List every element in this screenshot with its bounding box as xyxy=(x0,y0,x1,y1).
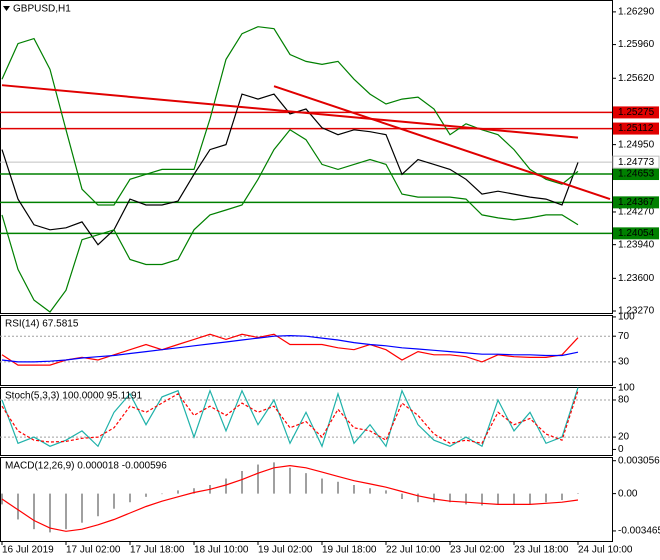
histogram-bar xyxy=(97,493,99,517)
y-tick-label: 1.25960 xyxy=(618,39,655,50)
symbol-icon xyxy=(3,6,10,11)
histogram-bar xyxy=(449,493,451,503)
series-line xyxy=(1,334,579,363)
series-line xyxy=(1,333,579,366)
y-tick-label: 1.23600 xyxy=(618,273,655,284)
histogram-bar xyxy=(273,462,275,494)
level-label: 1.24653 xyxy=(618,169,655,180)
level-label-box xyxy=(613,168,659,181)
y-tick-label: 0 xyxy=(618,444,624,455)
x-tick-label: 23 Jul 18:00 xyxy=(514,545,569,556)
y-tick-label: 100 xyxy=(618,312,635,323)
histogram-bar xyxy=(177,490,179,494)
histogram-bar xyxy=(385,490,387,494)
level-label: 1.25275 xyxy=(618,107,655,118)
histogram-bar xyxy=(145,493,147,497)
y-tick-label: 30 xyxy=(618,357,630,368)
level-label: 1.24054 xyxy=(618,228,655,239)
histogram-bar xyxy=(241,471,243,494)
x-tick-label: 19 Jul 18:00 xyxy=(322,545,377,556)
series-line xyxy=(1,464,579,532)
y-tick-label: 20 xyxy=(618,432,630,443)
histogram-bar xyxy=(401,493,403,499)
histogram-bar xyxy=(561,493,563,501)
panel-title: Stoch(5,3,3) 100.0000 95.1191 xyxy=(5,391,143,402)
x-tick-label: 19 Jul 02:00 xyxy=(258,545,313,556)
histogram-bar xyxy=(417,493,419,503)
panel-frame xyxy=(0,457,613,542)
histogram-bar xyxy=(545,493,547,503)
level-label-box xyxy=(613,122,659,135)
histogram-bar xyxy=(465,493,467,505)
trend-line xyxy=(273,85,611,201)
x-tick-label: 24 Jul 10:00 xyxy=(578,545,633,556)
histogram-bar xyxy=(161,493,163,495)
x-tick-label: 17 Jul 18:00 xyxy=(130,545,185,556)
histogram-bar xyxy=(369,488,371,494)
histogram-bar xyxy=(129,493,131,503)
current-price-box xyxy=(612,155,660,169)
series-line xyxy=(1,93,579,246)
histogram-bar xyxy=(33,493,35,530)
histogram-bar xyxy=(353,485,355,494)
y-tick-label: -0.003465 xyxy=(618,526,660,537)
x-tick-label: 23 Jul 02:00 xyxy=(450,545,505,556)
histogram-bar xyxy=(81,493,83,523)
series-line xyxy=(1,129,579,313)
histogram-bar xyxy=(321,478,323,494)
histogram-bar xyxy=(17,493,19,520)
y-tick-label: 1.26290 xyxy=(618,7,655,18)
series-line xyxy=(1,390,579,444)
y-tick-label: 1.24270 xyxy=(618,207,655,218)
level-label-box xyxy=(613,196,659,209)
trend-line xyxy=(1,84,579,139)
y-tick-label: 1.24950 xyxy=(618,139,655,150)
panel-title: GBPUSD,H1 xyxy=(13,4,71,15)
y-tick-label: 0.003056 xyxy=(618,455,660,466)
histogram-bar xyxy=(113,493,115,509)
x-tick-label: 18 Jul 10:00 xyxy=(194,545,249,556)
x-tick-label: 22 Jul 10:00 xyxy=(386,545,441,556)
histogram-bar xyxy=(193,488,195,494)
x-tick-label: 17 Jul 02:00 xyxy=(66,545,121,556)
y-tick-label: 0.00 xyxy=(618,488,638,499)
histogram-bar xyxy=(577,493,579,494)
level-label-box xyxy=(613,227,659,240)
histogram-bar xyxy=(225,478,227,494)
panel-frame xyxy=(0,387,613,456)
histogram-bar xyxy=(513,493,515,505)
y-tick-label: 1.23940 xyxy=(618,239,655,250)
histogram-bar xyxy=(305,473,307,494)
y-tick-label: 1.23270 xyxy=(618,306,655,317)
current-price-label: 1.24773 xyxy=(618,157,655,168)
histogram-bar xyxy=(529,493,531,505)
y-tick-label: 70 xyxy=(618,331,630,342)
panel-title: RSI(14) 67.5815 xyxy=(5,319,79,330)
x-tick-label: 16 Jul 2019 xyxy=(2,545,54,556)
panel-frame xyxy=(0,315,613,386)
histogram-bar xyxy=(337,481,339,494)
histogram-bar xyxy=(257,464,259,494)
histogram-bar xyxy=(481,493,483,506)
histogram-bar xyxy=(497,493,499,505)
y-tick-label: 80 xyxy=(618,395,630,406)
level-label-box xyxy=(613,106,659,119)
level-label: 1.25112 xyxy=(618,123,654,134)
histogram-bar xyxy=(65,493,67,530)
series-line xyxy=(1,387,579,448)
y-tick-label: 1.25620 xyxy=(618,73,655,84)
panel-title: MACD(12,26,9) 0.000018 -0.000596 xyxy=(5,461,167,472)
histogram-bar xyxy=(289,467,291,494)
y-tick-label: 100 xyxy=(618,382,635,393)
histogram-bar xyxy=(49,493,51,533)
histogram-bar xyxy=(433,493,435,503)
level-label: 1.24367 xyxy=(618,197,655,208)
